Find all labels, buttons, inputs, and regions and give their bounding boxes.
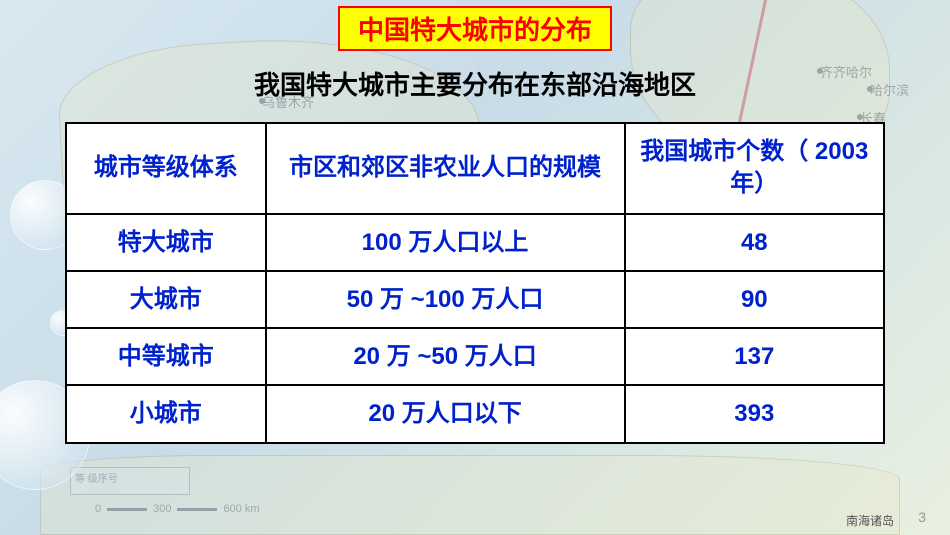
slide-title: 中国特大城市的分布 [338, 6, 612, 51]
table-header: 市区和郊区非农业人口的规模 [266, 123, 625, 214]
city-tier-table: 城市等级体系 市区和郊区非农业人口的规模 我国城市个数（ 2003 年） 特大城… [65, 122, 885, 444]
table-cell: 48 [625, 214, 884, 271]
table-header: 城市等级体系 [66, 123, 266, 214]
table-header: 我国城市个数（ 2003 年） [625, 123, 884, 214]
table-cell: 大城市 [66, 271, 266, 328]
table-row: 小城市20 万人口以下393 [66, 385, 884, 442]
table-row: 特大城市100 万人口以上48 [66, 214, 884, 271]
table-cell: 393 [625, 385, 884, 442]
table-cell: 20 万 ~50 万人口 [266, 328, 625, 385]
table-cell: 90 [625, 271, 884, 328]
table-cell: 100 万人口以上 [266, 214, 625, 271]
table-cell: 小城市 [66, 385, 266, 442]
table-cell: 137 [625, 328, 884, 385]
table-cell: 特大城市 [66, 214, 266, 271]
table-cell: 20 万人口以下 [266, 385, 625, 442]
table-header-row: 城市等级体系 市区和郊区非农业人口的规模 我国城市个数（ 2003 年） [66, 123, 884, 214]
table-cell: 50 万 ~100 万人口 [266, 271, 625, 328]
slide-subtitle: 我国特大城市主要分布在东部沿海地区 [0, 65, 950, 102]
table-row: 大城市50 万 ~100 万人口90 [66, 271, 884, 328]
table-row: 中等城市20 万 ~50 万人口137 [66, 328, 884, 385]
table-cell: 中等城市 [66, 328, 266, 385]
